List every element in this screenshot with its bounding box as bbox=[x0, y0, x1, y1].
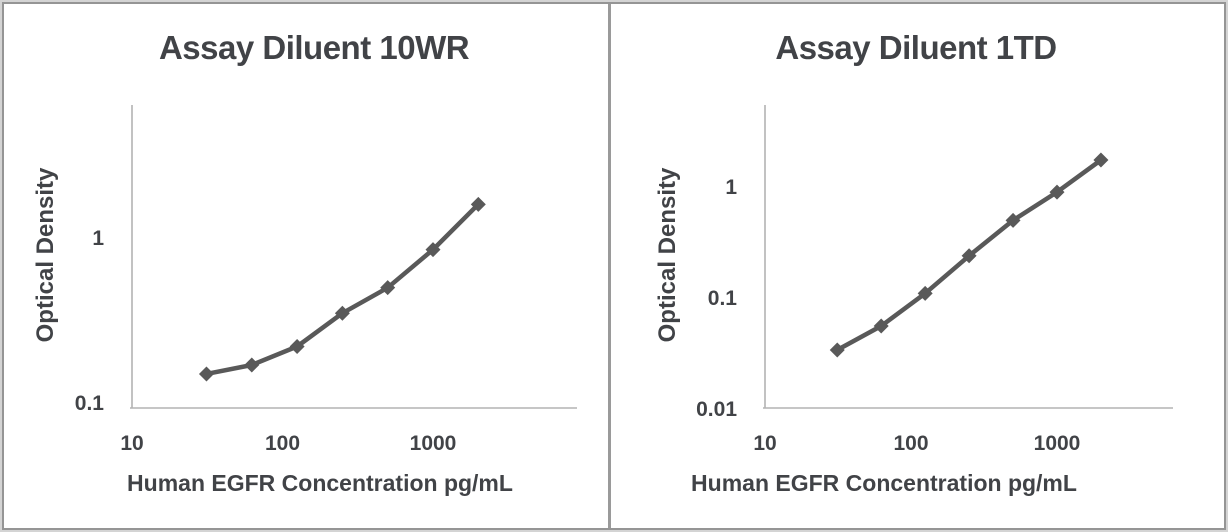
data-point-marker bbox=[1005, 212, 1021, 228]
x-tick-label: 1000 bbox=[410, 432, 457, 455]
y-axis-title-right: Optical Density bbox=[654, 167, 681, 343]
x-axis-title-right: Human EGFR Concentration pg/mL bbox=[691, 470, 1077, 496]
data-point-marker bbox=[1049, 184, 1065, 200]
data-point-marker bbox=[380, 280, 396, 296]
data-point-marker bbox=[917, 285, 933, 301]
x-axis-title-left: Human EGFR Concentration pg/mL bbox=[127, 470, 513, 496]
y-tick-label: 1 bbox=[725, 176, 737, 199]
x-tick-label: 1000 bbox=[1034, 432, 1081, 455]
x-tick-label: 100 bbox=[893, 432, 928, 455]
data-point-marker bbox=[1093, 152, 1109, 168]
y-tick-label: 0.01 bbox=[696, 398, 737, 421]
y-tick-label: 0.1 bbox=[75, 392, 105, 415]
y-axis-title-left: Optical Density bbox=[32, 167, 59, 343]
data-point-marker bbox=[961, 248, 977, 264]
chart-title-left: Assay Diluent 10WR bbox=[158, 29, 470, 66]
data-point-marker bbox=[289, 339, 305, 355]
y-tick-label: 0.1 bbox=[708, 287, 738, 310]
data-point-marker bbox=[334, 305, 350, 321]
data-point-marker bbox=[198, 366, 214, 382]
data-point-marker bbox=[470, 196, 486, 212]
x-tick-label: 100 bbox=[265, 432, 300, 455]
x-tick-label: 10 bbox=[753, 432, 776, 455]
x-tick-label: 10 bbox=[120, 432, 143, 455]
chart-title-right: Assay Diluent 1TD bbox=[775, 29, 1057, 66]
data-point-marker bbox=[829, 342, 845, 358]
data-point-marker bbox=[244, 357, 260, 373]
data-point-marker bbox=[425, 242, 441, 258]
data-point-marker bbox=[873, 318, 889, 334]
y-tick-label: 1 bbox=[92, 227, 104, 250]
panel-divider bbox=[608, 4, 611, 528]
